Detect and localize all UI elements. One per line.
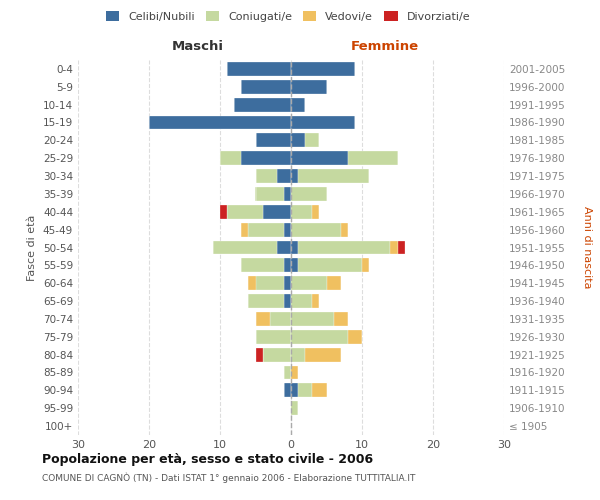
Bar — [277, 169, 291, 183]
Bar — [291, 80, 326, 94]
Bar — [291, 62, 355, 76]
Bar — [291, 222, 341, 236]
Bar — [398, 240, 404, 254]
Bar — [291, 134, 305, 147]
Text: Popolazione per età, sesso e stato civile - 2006: Popolazione per età, sesso e stato civil… — [42, 452, 373, 466]
Bar — [291, 98, 305, 112]
Bar — [291, 384, 298, 398]
Legend: Celibi/Nubili, Coniugati/e, Vedovi/e, Divorziati/e: Celibi/Nubili, Coniugati/e, Vedovi/e, Di… — [103, 8, 473, 25]
Bar — [220, 151, 241, 165]
Bar — [284, 222, 291, 236]
Bar — [291, 151, 348, 165]
Bar — [291, 294, 313, 308]
Bar — [284, 294, 291, 308]
Bar — [348, 151, 398, 165]
Bar — [298, 240, 391, 254]
Y-axis label: Anni di nascita: Anni di nascita — [582, 206, 592, 289]
Bar — [256, 187, 284, 201]
Bar — [341, 222, 348, 236]
Bar — [284, 276, 291, 290]
Text: Femmine: Femmine — [350, 40, 419, 52]
Bar — [291, 205, 313, 219]
Bar — [313, 294, 319, 308]
Bar — [227, 62, 291, 76]
Bar — [291, 348, 305, 362]
Bar — [348, 330, 362, 344]
Bar — [326, 276, 341, 290]
Bar — [291, 366, 298, 380]
Bar — [256, 312, 270, 326]
Bar — [298, 169, 369, 183]
Bar — [256, 348, 263, 362]
Bar — [270, 312, 291, 326]
Bar — [291, 258, 298, 272]
Bar — [256, 330, 291, 344]
Bar — [263, 205, 291, 219]
Bar — [284, 187, 291, 201]
Bar — [305, 348, 341, 362]
Text: Maschi: Maschi — [171, 40, 223, 52]
Bar — [248, 222, 284, 236]
Bar — [334, 312, 348, 326]
Bar — [227, 205, 263, 219]
Bar — [313, 205, 319, 219]
Bar — [298, 258, 362, 272]
Bar — [291, 116, 355, 130]
Bar — [234, 98, 291, 112]
Bar — [241, 80, 291, 94]
Bar — [284, 366, 291, 380]
Bar — [291, 276, 326, 290]
Bar — [291, 240, 298, 254]
Bar — [291, 169, 298, 183]
Bar — [291, 330, 348, 344]
Bar — [248, 294, 284, 308]
Bar — [305, 134, 319, 147]
Bar — [256, 276, 284, 290]
Bar — [362, 258, 369, 272]
Bar — [298, 384, 313, 398]
Bar — [291, 401, 298, 415]
Bar — [391, 240, 398, 254]
Bar — [291, 187, 326, 201]
Bar — [256, 169, 277, 183]
Text: COMUNE DI CAGNÒ (TN) - Dati ISTAT 1° gennaio 2006 - Elaborazione TUTTITALIA.IT: COMUNE DI CAGNÒ (TN) - Dati ISTAT 1° gen… — [42, 472, 415, 483]
Bar — [248, 276, 256, 290]
Bar — [277, 240, 291, 254]
Bar — [241, 222, 248, 236]
Y-axis label: Fasce di età: Fasce di età — [28, 214, 37, 280]
Bar — [284, 384, 291, 398]
Bar — [284, 258, 291, 272]
Bar — [256, 134, 291, 147]
Bar — [220, 205, 227, 219]
Bar — [313, 384, 326, 398]
Bar — [241, 258, 284, 272]
Bar — [213, 240, 277, 254]
Bar — [241, 151, 291, 165]
Bar — [263, 348, 291, 362]
Bar — [291, 312, 334, 326]
Bar — [149, 116, 291, 130]
